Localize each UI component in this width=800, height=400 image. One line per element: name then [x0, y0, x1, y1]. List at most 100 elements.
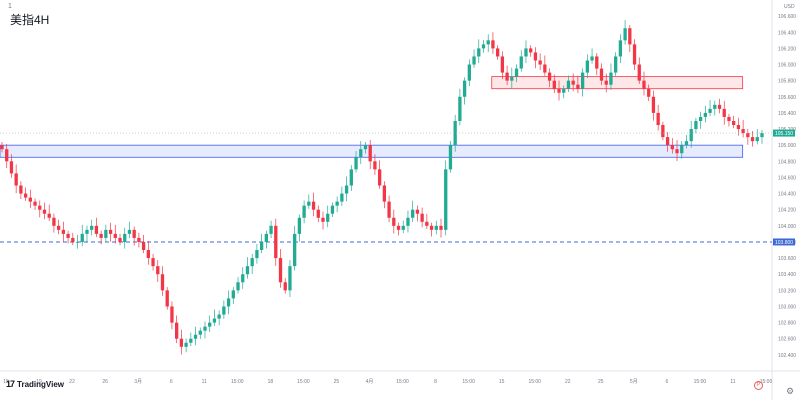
candle-body [750, 137, 755, 142]
currency-label: USD [784, 4, 795, 10]
candle-body [599, 68, 604, 81]
candle-body [99, 233, 103, 238]
y-tick-label: 105.600 [778, 95, 796, 101]
candle-body [184, 342, 188, 347]
candle-body [226, 298, 231, 307]
candle-body [307, 201, 311, 206]
candle-body [123, 233, 127, 242]
timezone-icon[interactable]: P [754, 381, 763, 390]
gear-icon[interactable]: ⚙ [786, 386, 795, 396]
y-tick-label: 104.000 [778, 224, 796, 230]
candle-body [444, 169, 448, 230]
candle-body [71, 237, 75, 242]
candle-body [632, 44, 637, 65]
candle-body [75, 241, 80, 243]
candle-body [14, 173, 18, 186]
x-tick-label: 19 [36, 379, 42, 385]
x-tick-label: 22 [69, 379, 75, 385]
candle-body [590, 56, 594, 61]
candle-body [217, 314, 221, 319]
candle-body [524, 48, 528, 57]
candle-body [609, 72, 613, 85]
candle-body [264, 233, 268, 242]
candle-body [0, 145, 4, 150]
candle-body [108, 229, 113, 234]
y-tick-label: 104.200 [778, 208, 796, 214]
x-tick-label: 15:00 [297, 379, 310, 385]
tradingview-logo[interactable]: 17 TradingView [6, 379, 64, 389]
candle-body [713, 104, 717, 109]
candle-body [146, 250, 150, 259]
x-tick-label: 25 [334, 379, 340, 385]
candle-body [684, 141, 689, 146]
candle-body [137, 237, 141, 242]
candle-body [156, 266, 160, 275]
candle-body [392, 217, 396, 226]
candle-body [481, 44, 486, 49]
candle-body [670, 145, 674, 150]
candle-body [19, 185, 23, 194]
y-tick-label: 103.000 [778, 304, 796, 310]
candle-body [245, 266, 250, 275]
candle-body [42, 209, 47, 214]
y-tick-label: 104.800 [778, 159, 796, 165]
candle-body [354, 157, 358, 170]
candle-body [344, 185, 349, 194]
candle-body [104, 229, 108, 238]
candle-body [439, 225, 443, 230]
candle-body [543, 64, 547, 73]
candle-body [453, 120, 457, 146]
x-tick-label: 15:00 [528, 379, 541, 385]
x-tick-label: 15:00 [462, 379, 475, 385]
x-tick-label: 25 [598, 379, 604, 385]
candle-body [193, 334, 198, 339]
candle-body [255, 250, 259, 259]
x-tick-label: 22 [565, 379, 571, 385]
candle-body [326, 213, 330, 222]
y-tick-label: 103.600 [778, 256, 796, 262]
candle-body [595, 56, 599, 69]
candle-body [179, 338, 184, 347]
candle-body [250, 258, 254, 267]
candle-body [547, 72, 552, 81]
x-tick-label: 6 [665, 379, 668, 385]
candle-body [170, 306, 174, 323]
candle-body [349, 169, 353, 186]
candle-body [571, 80, 575, 85]
candle-body [647, 88, 651, 97]
candle-body [529, 48, 533, 53]
x-tick-label: 4月 [366, 379, 374, 385]
candle-body [746, 133, 750, 138]
current-price-tag [773, 129, 795, 137]
candle-body [302, 205, 306, 218]
candle-body [330, 205, 335, 214]
y-tick-label: 102.400 [778, 353, 796, 359]
x-tick-label: 26 [102, 379, 108, 385]
candle-body [80, 233, 84, 242]
candle-body [760, 133, 764, 138]
tradingview-mark-icon: 17 [6, 379, 15, 389]
tradingview-wordmark: TradingView [17, 379, 64, 389]
candle-body [628, 28, 632, 45]
candle-body [486, 40, 490, 45]
candle-body [477, 48, 481, 57]
candle-body [368, 145, 372, 162]
candle-body [396, 225, 401, 230]
candle-body [90, 225, 94, 230]
candle-body [665, 137, 670, 146]
x-tick-label: 15 [499, 379, 505, 385]
candle-body [198, 330, 202, 335]
candle-body [491, 40, 495, 49]
x-tick-label: 15:00 [760, 379, 773, 385]
candle-body [717, 104, 722, 109]
candle-body [113, 233, 117, 238]
x-tick-label: 11 [730, 379, 735, 385]
candle-body [420, 213, 424, 222]
candle-body [472, 56, 476, 65]
candle-body [61, 229, 66, 234]
candle-body [28, 197, 32, 202]
candle-body [165, 290, 169, 307]
candle-body [212, 318, 217, 323]
candle-body [127, 229, 132, 234]
